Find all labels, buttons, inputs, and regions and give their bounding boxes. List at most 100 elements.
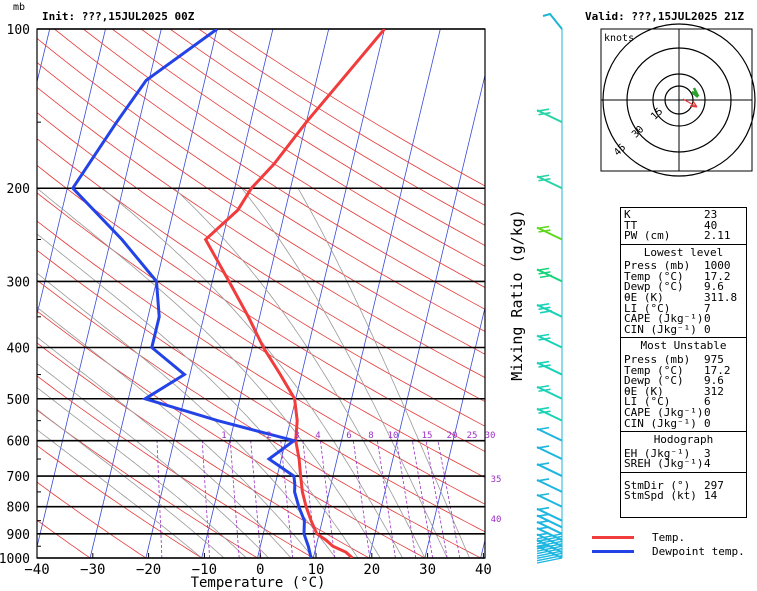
hodograph-index-row: EH (Jkg⁻¹) 3 (621, 446, 746, 460)
lowest-level-value: 17.2 (704, 269, 731, 283)
summary-index-key: TT (624, 218, 638, 232)
wind-barb (536, 545, 563, 552)
pressure-tick-label: 400 (7, 341, 30, 356)
mixing-ratio-label: 10 (388, 431, 399, 441)
summary-index-key: PW (cm) (624, 229, 671, 243)
mixing-ratio-label: 1 (221, 431, 226, 441)
lowest-level-value: 7 (704, 301, 711, 315)
wind-barb (536, 526, 563, 541)
temp-tick-label: −20 (136, 562, 161, 578)
isotherm-line (145, 29, 274, 558)
dry-adiabat-line (37, 481, 147, 558)
wind-barb (536, 108, 563, 124)
wind-barb (536, 540, 563, 548)
wind-barb (536, 333, 563, 349)
storm-motion-value: 14 (704, 489, 718, 503)
mixing-ratio-label: 35 (491, 475, 502, 485)
temp-tick-label: −10 (192, 562, 217, 578)
pressure-tick-label: 900 (7, 528, 30, 543)
temp-tick-label: 0 (256, 562, 264, 578)
summary-index-value: 40 (704, 218, 718, 232)
hodograph-index-value: 3 (704, 446, 711, 460)
wind-barb (536, 492, 563, 508)
wind-barb (536, 520, 563, 535)
pressure-axis: 100 200 300 400 500 600 700 800 900 1000 (0, 23, 30, 567)
wind-barb (536, 533, 563, 540)
wind-barb (536, 174, 563, 190)
summary-indices: K 23 TT 40 PW (cm) 2.11 (621, 208, 746, 244)
lowest-level-value: 9.6 (704, 280, 724, 294)
most-unstable-key: Temp (°C) (624, 363, 684, 377)
wind-barb (536, 384, 563, 400)
lowest-level-row: LI (°C) 7 (621, 301, 746, 315)
hodograph-index-row: SREH (Jkg⁻¹) 4 (621, 458, 746, 470)
stability-indices-panel: K 23 TT 40 PW (cm) 2.11 Lowest level Press (m… (620, 207, 747, 518)
isotherm-line (424, 305, 485, 558)
mixing-ratio-label: 25 (467, 431, 478, 441)
lowest-level-key: Temp (°C) (624, 269, 684, 283)
most-unstable-section: Most Unstable Press (mb) 975 Temp (°C) 17.2… (621, 337, 746, 431)
storm-motion-section: StmDir (°) 297 StmSpd (kt) 14 (621, 471, 746, 504)
wind-barb (542, 12, 563, 30)
hodograph-trace (691, 87, 700, 98)
lowest-level-key: Dewp (°C) (624, 280, 684, 294)
lowest-level-title: Lowest level (643, 245, 724, 259)
most-unstable-key: LI (°C) (624, 395, 671, 409)
most-unstable-value: 9.6 (704, 374, 724, 388)
lowest-level-key: CAPE (Jkg⁻¹) (624, 312, 704, 326)
mixing-ratio-line (250, 440, 262, 558)
lowest-level-value: 311.8 (704, 291, 738, 305)
most-unstable-key: CIN (Jkg⁻¹) (624, 416, 697, 430)
wind-barb (536, 547, 563, 555)
lowest-level-row: Press (mb) 1000 (621, 260, 746, 272)
most-unstable-row: Dewp (°C) 9.6 (621, 374, 746, 388)
isotherm-line (257, 29, 385, 558)
mixing-ratio-label: 6 (346, 431, 351, 441)
most-unstable-key: Press (mb) (624, 352, 691, 366)
x-axis-label: Temperature (°C) (191, 575, 326, 591)
hodograph-units: knots (604, 33, 634, 44)
summary-index-row: K 23 (621, 209, 746, 221)
pressure-tick-label: 800 (7, 501, 30, 516)
legend-temp: Temp. (592, 531, 685, 544)
summary-index-row: PW (cm) 2.11 (621, 229, 746, 243)
most-unstable-row: Temp (°C) 17.2 (621, 363, 746, 377)
pressure-tick-label: 500 (7, 393, 30, 408)
moist-adiabat-line (37, 306, 314, 558)
moist-adiabat-line (37, 272, 336, 558)
mixing-ratio-line (280, 440, 294, 558)
temp-tick-label: 40 (475, 562, 492, 578)
dry-adiabat-line (37, 37, 485, 332)
mixing-ratio-axis-label: Mixing Ratio (g/kg) (508, 209, 526, 381)
pressure-tick-label: 100 (7, 23, 30, 38)
mixing-ratio-line (156, 440, 163, 558)
storm-motion-arrow (682, 98, 698, 108)
legend-dewpoint: Dewpoint temp. (592, 545, 745, 558)
profiles (70, 29, 386, 558)
lowest-level-row: CAPE (Jkg⁻¹) 0 (621, 312, 746, 326)
dry-adiabat-line (37, 375, 314, 558)
pressure-tick-label: 600 (7, 435, 30, 450)
storm-motion-row: StmDir (°) 297 (621, 480, 746, 492)
temperature-axis: −40 −30 −20 −10 0 10 20 30 40 (24, 553, 492, 578)
summary-index-value: 2.11 (704, 229, 731, 243)
hodograph-section: Hodograph EH (Jkg⁻¹) 3 SREH (Jkg⁻¹) 4 (621, 431, 746, 472)
moist-adiabat-line (241, 187, 448, 558)
dry-adiabat-line (37, 112, 485, 403)
isotherm-line (312, 29, 441, 558)
lowest-level-value: 0 (704, 322, 711, 336)
isobars (37, 28, 485, 559)
pressure-tick-label: 700 (7, 470, 30, 485)
dry-adiabat-line (37, 86, 485, 379)
wind-barb (536, 360, 563, 376)
pressure-tick-label: 1000 (0, 552, 30, 567)
wind-barb (536, 538, 563, 545)
most-unstable-value: 975 (704, 352, 724, 366)
isotherm-line (37, 29, 162, 549)
wind-barb (536, 303, 563, 318)
most-unstable-value: 17.2 (704, 363, 731, 377)
wind-barb (536, 506, 563, 522)
wind-barb (536, 225, 563, 241)
